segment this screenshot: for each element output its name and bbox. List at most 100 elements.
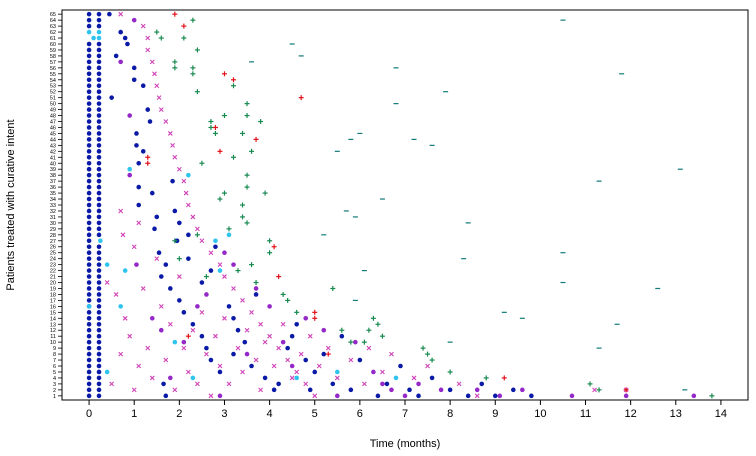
x-tick-label: 8	[447, 408, 453, 420]
data-point	[253, 286, 259, 291]
x-tick-label: 6	[357, 408, 363, 420]
data-point	[185, 369, 191, 375]
data-point	[96, 184, 102, 190]
data-point	[96, 316, 102, 321]
y-tick-label: 50	[50, 102, 56, 108]
data-point	[213, 333, 218, 339]
data-point	[242, 339, 248, 345]
data-point	[86, 345, 92, 351]
data-point	[190, 375, 196, 381]
data-point	[86, 208, 92, 214]
data-point	[136, 160, 142, 166]
data-point	[217, 393, 223, 399]
data-point	[86, 327, 92, 333]
data-point	[163, 357, 169, 363]
data-point	[96, 35, 102, 41]
data-point	[316, 363, 322, 369]
y-tick-label: 20	[50, 281, 56, 287]
y-tick-label: 13	[50, 322, 56, 328]
data-point	[425, 363, 430, 369]
data-point	[231, 286, 236, 291]
data-point	[172, 238, 178, 244]
data-point	[307, 387, 313, 393]
data-point	[186, 172, 191, 178]
data-point	[195, 226, 200, 232]
data-point	[163, 262, 169, 267]
data-point	[276, 345, 282, 351]
data-point	[303, 381, 309, 387]
data-point	[149, 375, 155, 381]
x-tick-label: 7	[402, 408, 408, 420]
data-point	[118, 351, 124, 357]
data-point	[86, 238, 92, 244]
data-point	[131, 17, 137, 23]
data-point	[113, 292, 119, 297]
data-point	[330, 381, 336, 387]
y-tick-label: 9	[53, 346, 56, 352]
data-point	[86, 286, 92, 291]
data-point	[86, 304, 92, 309]
data-point	[479, 381, 485, 387]
data-point	[312, 315, 318, 321]
y-tick-label: 52	[50, 90, 56, 96]
y-tick-label: 61	[50, 36, 56, 42]
data-point	[96, 172, 102, 178]
y-tick-label: 34	[50, 197, 56, 203]
data-point	[186, 256, 191, 261]
y-tick-label: 45	[50, 131, 56, 137]
data-point	[276, 381, 281, 387]
data-point	[86, 17, 92, 23]
data-point	[96, 196, 102, 202]
y-tick-label: 19	[50, 286, 56, 292]
data-point	[267, 250, 273, 256]
data-point	[96, 41, 102, 47]
data-point	[86, 250, 92, 256]
data-point	[96, 304, 102, 309]
data-point	[96, 262, 102, 267]
data-point	[86, 65, 92, 71]
data-point	[96, 321, 102, 327]
y-axis: 1234567891011121314151617181920212223242…	[50, 12, 62, 400]
data-point	[190, 65, 196, 71]
data-point	[96, 59, 102, 65]
data-point	[425, 351, 431, 357]
y-tick-label: 21	[50, 275, 56, 281]
data-point	[96, 393, 102, 399]
y-tick-label: 32	[50, 209, 56, 215]
data-point	[231, 154, 236, 160]
data-point	[447, 387, 453, 393]
data-point	[195, 381, 200, 387]
data-point	[379, 333, 385, 339]
y-tick-label: 1	[53, 394, 56, 400]
data-point	[194, 47, 200, 53]
data-point	[127, 333, 133, 339]
data-point	[122, 35, 128, 41]
data-point	[276, 274, 282, 280]
data-point	[122, 315, 128, 321]
y-tick-label: 4	[53, 376, 56, 382]
data-point	[86, 310, 92, 315]
data-point	[208, 250, 214, 256]
y-tick-label: 33	[50, 203, 56, 209]
data-point	[96, 166, 102, 172]
data-point	[375, 393, 381, 399]
data-point	[86, 375, 92, 381]
data-point	[398, 363, 403, 369]
data-point	[231, 83, 236, 89]
data-point	[321, 351, 327, 357]
y-tick-label: 55	[50, 72, 56, 78]
data-point	[289, 375, 295, 381]
data-point	[96, 381, 102, 387]
data-point	[429, 357, 435, 363]
data-point	[709, 393, 715, 399]
data-point	[384, 381, 390, 387]
data-point	[136, 220, 142, 226]
data-point	[240, 369, 245, 375]
data-point	[86, 351, 92, 357]
data-point	[96, 387, 102, 393]
y-tick-label: 49	[50, 108, 56, 114]
data-point	[194, 89, 200, 95]
y-tick-label: 47	[50, 120, 56, 126]
data-point	[199, 333, 205, 339]
data-point	[86, 184, 92, 190]
